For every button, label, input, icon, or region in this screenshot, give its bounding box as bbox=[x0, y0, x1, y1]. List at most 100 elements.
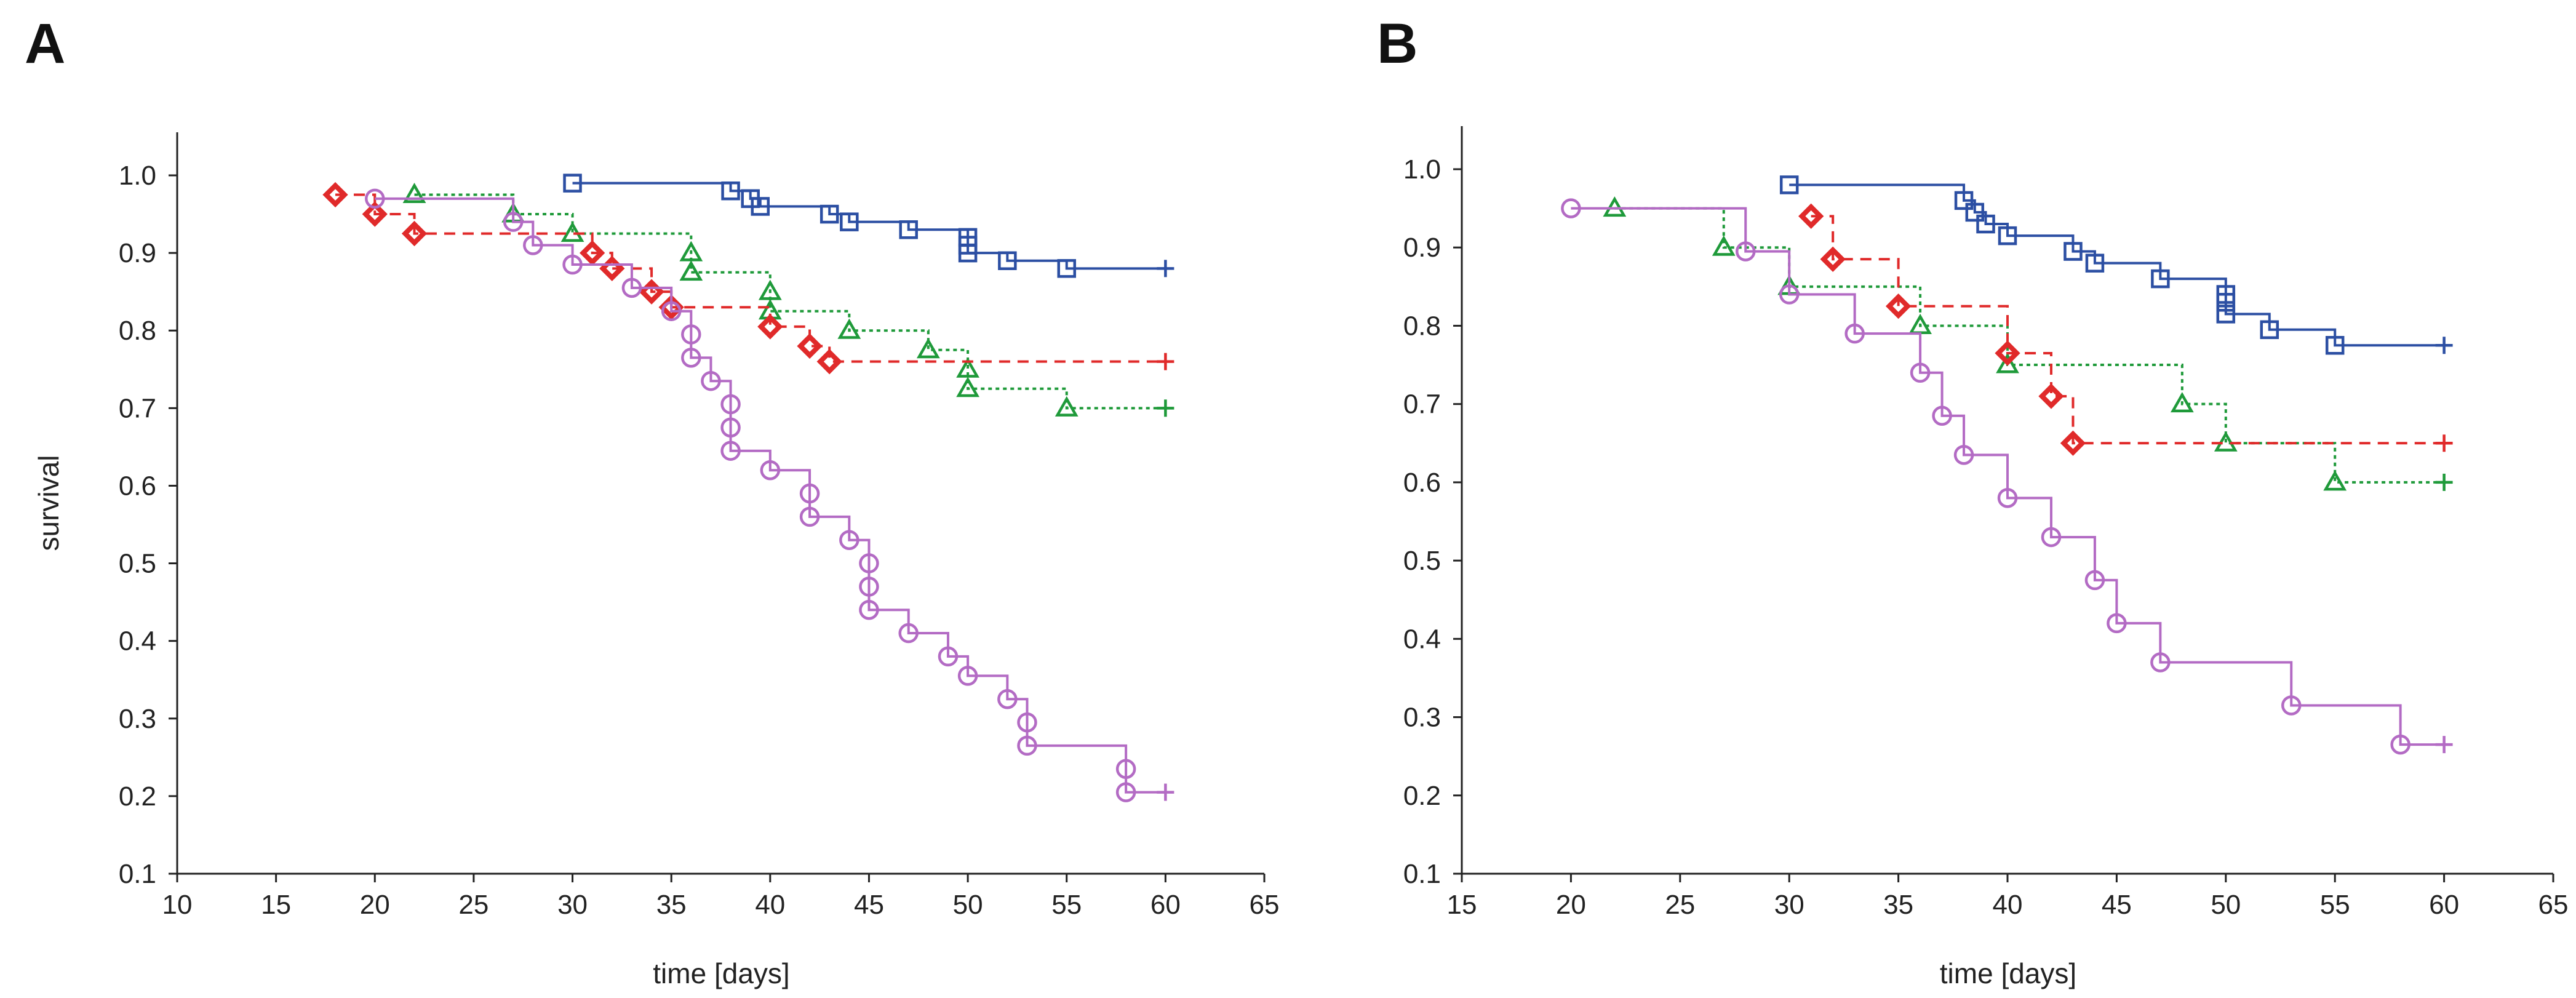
data-point-blue bbox=[2216, 305, 2236, 324]
data-point-blue bbox=[1998, 226, 2017, 246]
data-point-blue bbox=[2085, 253, 2105, 273]
data-point-green bbox=[956, 377, 979, 397]
x-tick-label: 60 bbox=[1150, 890, 1181, 920]
data-point-purple bbox=[938, 646, 959, 667]
data-point-blue bbox=[1057, 259, 1076, 278]
x-tick-label: 30 bbox=[557, 890, 588, 920]
data-point-green bbox=[916, 338, 940, 359]
x-tick-label: 15 bbox=[1447, 890, 1477, 920]
data-point-red bbox=[362, 201, 388, 227]
data-point-red bbox=[2060, 430, 2086, 456]
data-point-purple bbox=[2390, 734, 2411, 755]
x-tick-label: 60 bbox=[2429, 890, 2459, 920]
series-line-blue bbox=[572, 182, 1166, 270]
data-point-green bbox=[679, 241, 703, 261]
data-point-purple bbox=[720, 394, 741, 415]
data-point-purple bbox=[1115, 782, 1136, 802]
x-tick-label: 20 bbox=[360, 890, 390, 920]
y-tick-label: 0.9 bbox=[119, 238, 156, 268]
series-line-purple bbox=[1571, 207, 2444, 746]
data-point-red bbox=[797, 333, 823, 359]
series-line-purple bbox=[375, 197, 1166, 794]
data-point-purple bbox=[720, 441, 741, 461]
x-tick-label: 35 bbox=[1883, 890, 1913, 920]
series-line-blue bbox=[1789, 183, 2444, 347]
series-line-red bbox=[1811, 215, 2444, 445]
y-tick-label: 0.3 bbox=[1403, 703, 1441, 733]
data-point-purple bbox=[681, 324, 701, 345]
series-red bbox=[1798, 203, 2453, 456]
data-point-purple bbox=[1017, 735, 1037, 756]
data-point-purple bbox=[760, 460, 781, 481]
y-tick-label: 0.1 bbox=[119, 859, 156, 889]
data-point-green bbox=[679, 260, 703, 281]
data-point-purple bbox=[2107, 613, 2127, 634]
data-point-blue bbox=[819, 204, 839, 224]
data-point-purple bbox=[720, 417, 741, 438]
data-point-blue bbox=[721, 181, 740, 201]
data-point-purple bbox=[503, 212, 524, 232]
y-tick-label: 0.2 bbox=[119, 781, 156, 812]
data-point-purple bbox=[1561, 198, 1581, 218]
data-point-purple bbox=[1844, 323, 1865, 344]
data-point-blue bbox=[1954, 191, 1974, 210]
data-point-purple bbox=[661, 301, 682, 321]
data-point-purple bbox=[523, 235, 543, 255]
data-point-green bbox=[402, 182, 426, 204]
data-point-purple bbox=[1997, 488, 2018, 508]
data-point-red bbox=[1820, 246, 1846, 272]
data-point-purple bbox=[799, 483, 820, 504]
data-point-green bbox=[1996, 353, 2019, 373]
y-tick-label: 1.0 bbox=[1403, 154, 1441, 185]
data-point-red bbox=[322, 182, 348, 208]
data-point-purple bbox=[1932, 405, 1952, 426]
y-tick-label: 0.7 bbox=[119, 393, 156, 423]
data-point-blue bbox=[958, 243, 978, 263]
data-point-purple bbox=[701, 370, 721, 391]
x-tick-label: 55 bbox=[1051, 890, 1082, 920]
data-point-blue bbox=[2064, 242, 2083, 261]
data-point-purple bbox=[1115, 759, 1136, 779]
data-point-purple bbox=[799, 506, 820, 527]
data-point-purple bbox=[1779, 284, 1800, 305]
data-point-blue bbox=[1965, 202, 1985, 222]
data-point-green bbox=[2323, 470, 2347, 491]
data-point-blue bbox=[751, 197, 770, 216]
x-tick-label: 20 bbox=[1556, 890, 1586, 920]
y-tick-label: 1.0 bbox=[119, 161, 156, 191]
data-point-red bbox=[580, 240, 605, 266]
data-point-green bbox=[758, 279, 782, 300]
x-tick-label: 30 bbox=[1774, 890, 1804, 920]
x-tick-label: 65 bbox=[1250, 890, 1280, 920]
x-tick-label: 45 bbox=[2102, 890, 2132, 920]
data-point-purple bbox=[1910, 362, 1931, 383]
data-point-blue bbox=[2260, 320, 2279, 340]
data-point-purple bbox=[839, 530, 859, 550]
data-point-purple bbox=[898, 623, 919, 644]
data-point-blue bbox=[840, 212, 859, 231]
x-tick-label: 65 bbox=[2538, 890, 2569, 920]
x-tick-label: 55 bbox=[2320, 890, 2350, 920]
x-tick-label: 50 bbox=[953, 890, 983, 920]
y-tick-label: 0.7 bbox=[1403, 389, 1441, 420]
y-tick-label: 0.3 bbox=[119, 704, 156, 734]
data-point-green bbox=[1055, 396, 1079, 417]
data-point-red bbox=[401, 220, 428, 247]
data-point-purple bbox=[562, 254, 583, 275]
data-point-blue bbox=[2325, 336, 2345, 355]
data-point-purple bbox=[681, 348, 701, 368]
data-point-purple bbox=[859, 599, 879, 620]
series-purple bbox=[1561, 198, 2453, 755]
data-point-blue bbox=[899, 220, 918, 239]
data-point-purple bbox=[621, 277, 642, 298]
data-point-green bbox=[837, 318, 861, 339]
data-point-red bbox=[1885, 293, 1912, 319]
panel-b: B 15 20 25 30 35 40 45 50 55 60 65 0.1 0.2 0.3 0.4 0.5 0.… bbox=[1377, 12, 2568, 989]
series-line-red bbox=[335, 193, 1166, 363]
data-point-red bbox=[816, 349, 842, 375]
data-point-red bbox=[1798, 203, 1824, 229]
y-axis-label: survival bbox=[33, 455, 65, 551]
data-point-purple bbox=[2041, 527, 2062, 548]
data-point-red bbox=[599, 255, 625, 281]
data-point-green bbox=[2170, 392, 2194, 413]
